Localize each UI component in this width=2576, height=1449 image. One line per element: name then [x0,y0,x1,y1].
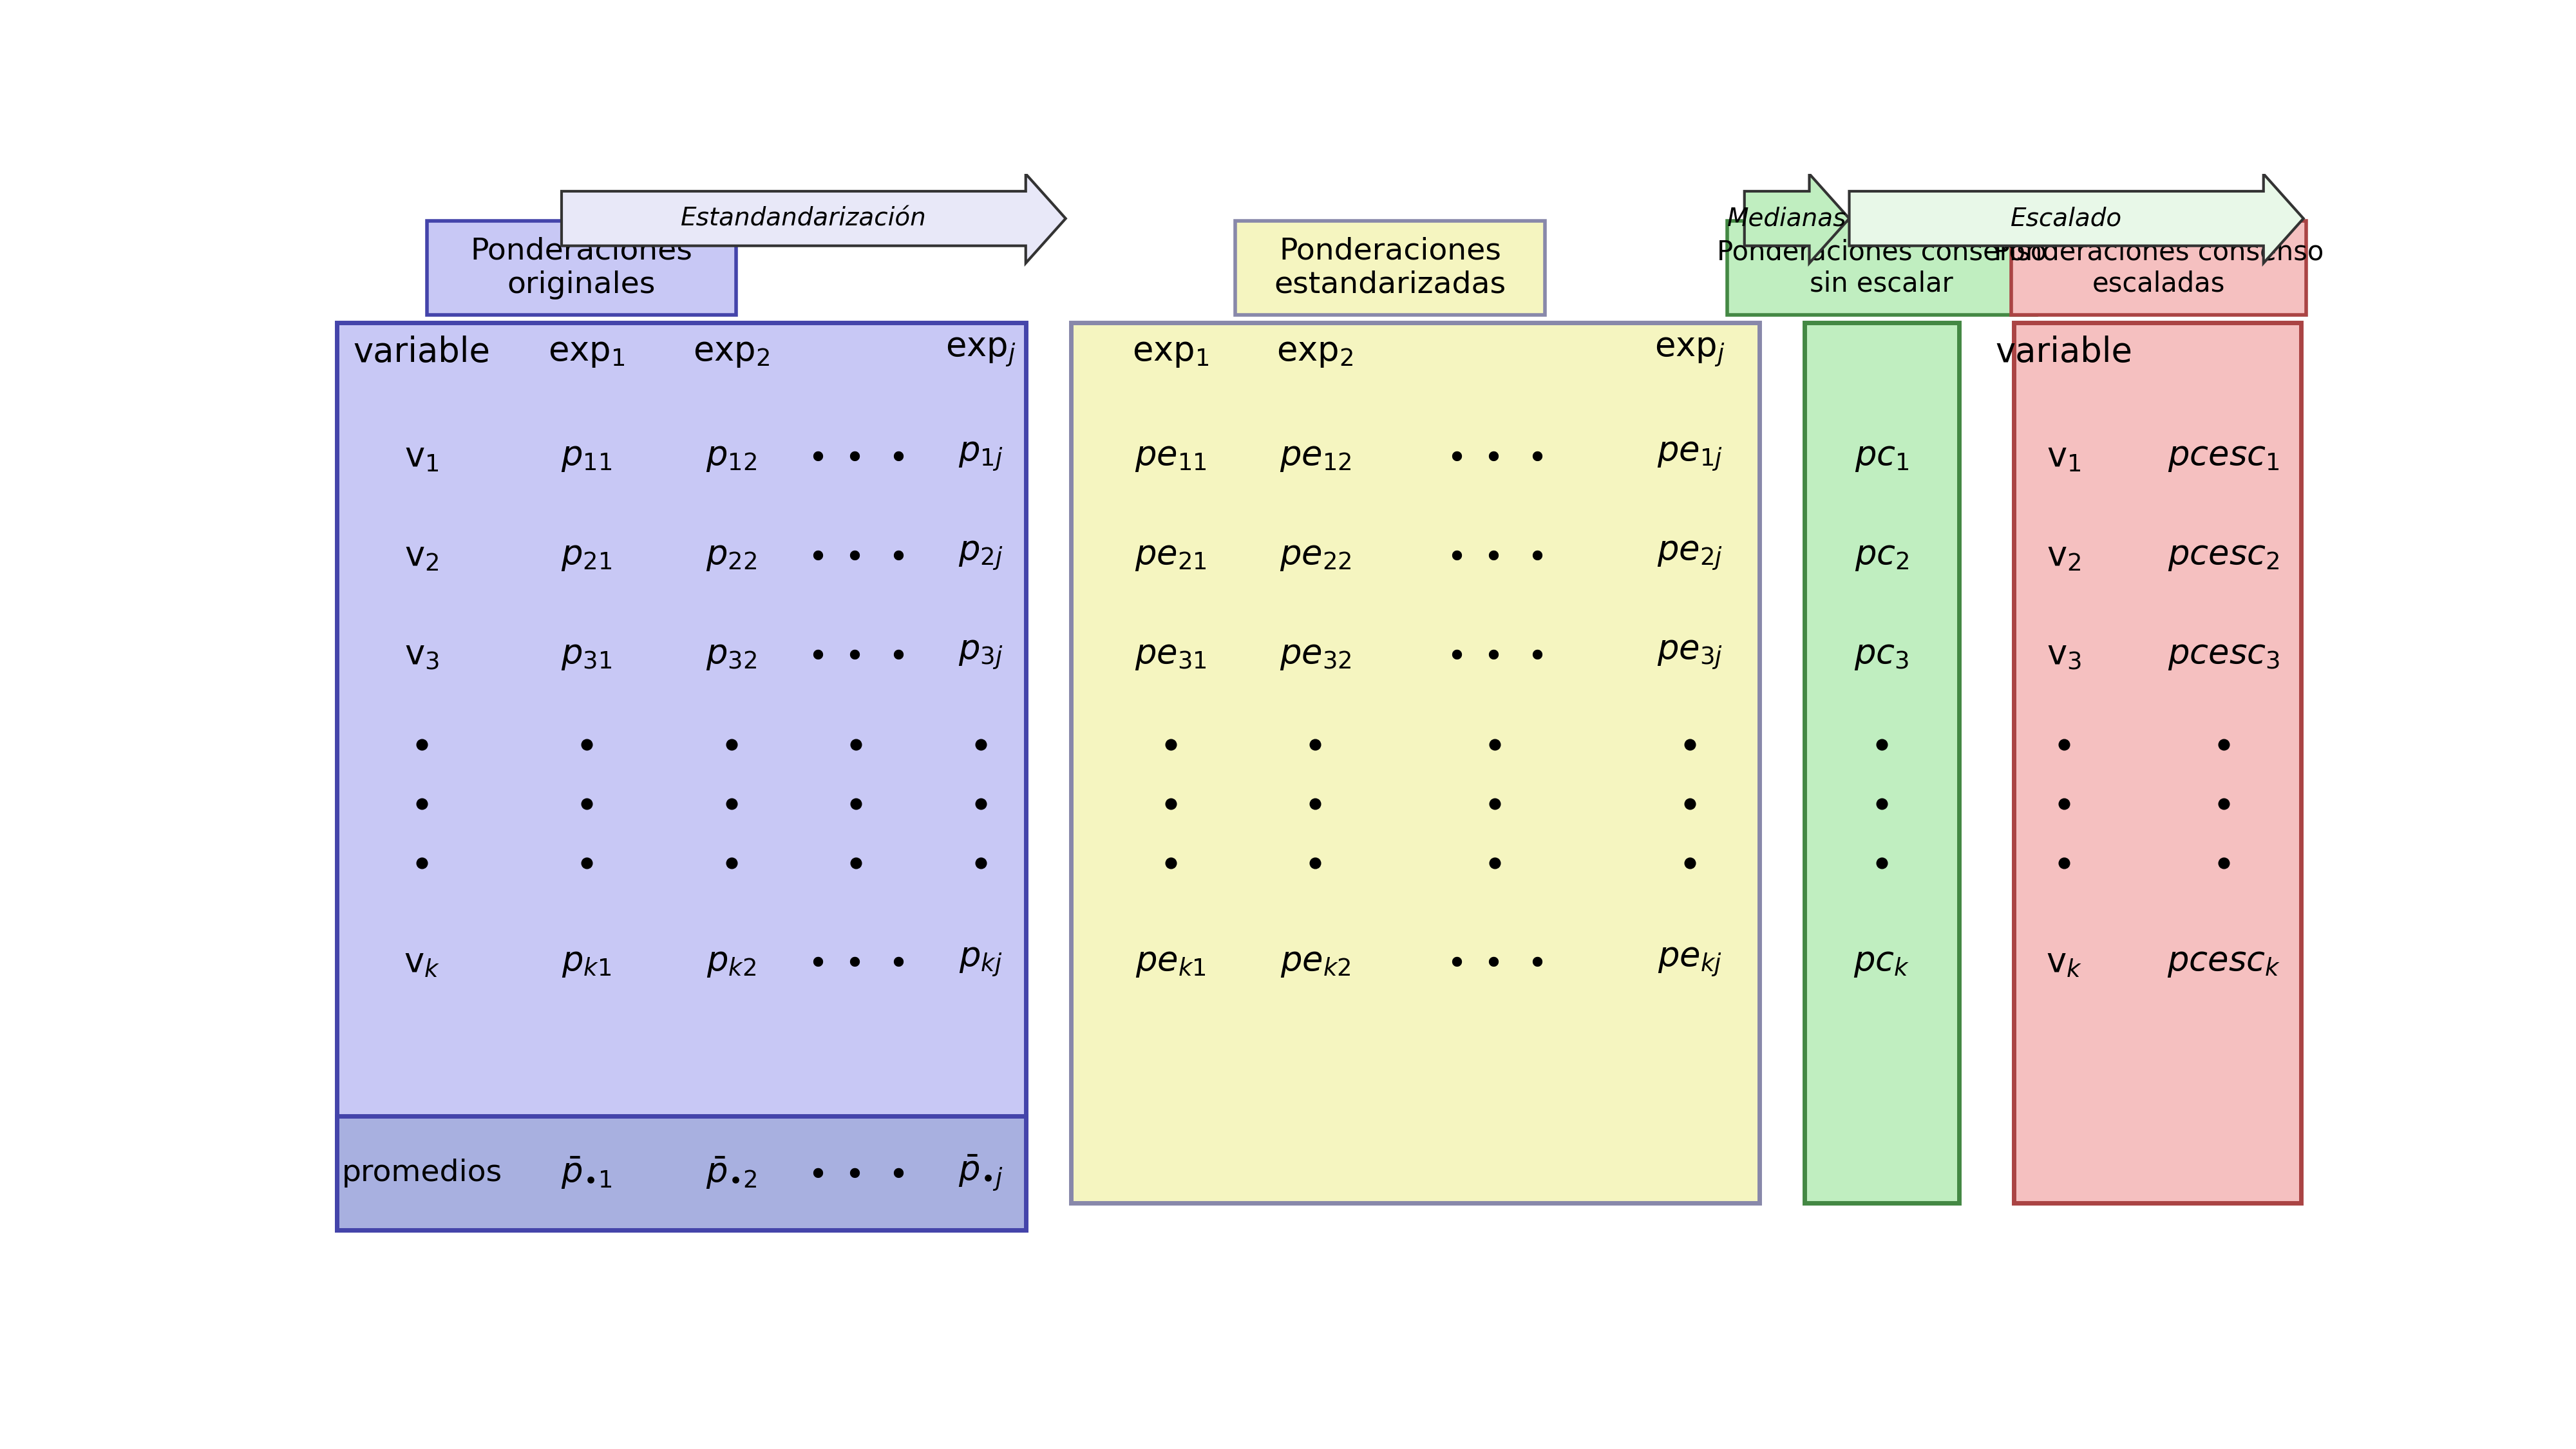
Text: variable: variable [353,336,489,369]
Text: $p_{31}$: $p_{31}$ [562,638,613,672]
Text: $pe_{31}$: $pe_{31}$ [1133,638,1206,672]
Text: $\bullet\;\bullet\;\bullet$: $\bullet\;\bullet\;\bullet$ [1445,539,1543,572]
Text: Escalado: Escalado [2012,206,2123,230]
Text: $p_{12}$: $p_{12}$ [706,440,757,474]
Text: $\bullet\;\bullet\;\bullet$: $\bullet\;\bullet\;\bullet$ [1445,946,1543,980]
Text: $\bullet\;\bullet\;\bullet$: $\bullet\;\bullet\;\bullet$ [1445,440,1543,474]
Polygon shape [1850,174,2303,264]
Text: Medianas: Medianas [1726,206,1847,230]
Text: $p_{21}$: $p_{21}$ [562,539,613,572]
FancyBboxPatch shape [2014,323,2300,1203]
Text: $pe_{11}$: $pe_{11}$ [1133,440,1206,474]
Polygon shape [562,174,1066,264]
Text: $\mathrm{exp}_1$: $\mathrm{exp}_1$ [1131,336,1208,369]
Text: $\mathrm{exp}_j$: $\mathrm{exp}_j$ [1654,336,1726,369]
Text: $\mathrm{exp}_2$: $\mathrm{exp}_2$ [1278,336,1355,369]
Text: $\mathrm{v}_k$: $\mathrm{v}_k$ [404,946,440,980]
Text: $\bar{p}_{\bullet 2}$: $\bar{p}_{\bullet 2}$ [706,1155,757,1191]
Text: $\mathrm{exp}_j$: $\mathrm{exp}_j$ [945,336,1015,369]
FancyBboxPatch shape [2012,222,2306,316]
FancyBboxPatch shape [428,222,737,316]
Text: Ponderaciones
estandarizadas: Ponderaciones estandarizadas [1275,236,1507,300]
FancyBboxPatch shape [1072,323,1759,1203]
Text: $\mathrm{v}_2$: $\mathrm{v}_2$ [2045,539,2081,572]
Text: $\bar{p}_{\bullet 1}$: $\bar{p}_{\bullet 1}$ [562,1155,613,1191]
Text: $pe_{1j}$: $pe_{1j}$ [1656,440,1723,474]
Text: $\mathrm{v}_2$: $\mathrm{v}_2$ [404,539,438,572]
Text: $pe_{32}$: $pe_{32}$ [1280,638,1350,672]
Text: $pe_{12}$: $pe_{12}$ [1280,440,1350,474]
FancyBboxPatch shape [1726,222,2038,316]
Text: Ponderaciones
originales: Ponderaciones originales [471,236,693,300]
Text: $\bullet\;\bullet\;\bullet$: $\bullet\;\bullet\;\bullet$ [806,946,904,980]
Text: $\mathrm{exp}_2$: $\mathrm{exp}_2$ [693,336,770,369]
FancyBboxPatch shape [1236,222,1546,316]
Text: $\bar{p}_{\bullet j}$: $\bar{p}_{\bullet j}$ [958,1153,1002,1193]
Text: $pc_3$: $pc_3$ [1855,638,1909,672]
Text: variable: variable [1996,336,2133,369]
Text: $pe_{k2}$: $pe_{k2}$ [1280,946,1350,980]
Text: $pcesc_k$: $pcesc_k$ [2166,946,2280,980]
Text: $p_{k2}$: $p_{k2}$ [706,946,755,980]
Text: $p_{kj}$: $p_{kj}$ [958,946,1002,980]
Text: $\mathrm{v}_1$: $\mathrm{v}_1$ [404,440,438,474]
Text: $p_{k1}$: $p_{k1}$ [562,946,611,980]
Text: $\mathrm{v}_k$: $\mathrm{v}_k$ [2045,946,2081,980]
Text: $\mathrm{v}_3$: $\mathrm{v}_3$ [2045,638,2081,672]
Text: $\mathrm{v}_3$: $\mathrm{v}_3$ [404,638,440,672]
FancyBboxPatch shape [337,1116,1025,1230]
Text: Ponderaciones consenso
sin escalar: Ponderaciones consenso sin escalar [1716,239,2045,297]
FancyBboxPatch shape [1803,323,1960,1203]
Text: $\bullet\;\bullet\;\bullet$: $\bullet\;\bullet\;\bullet$ [806,638,904,672]
Text: $pc_k$: $pc_k$ [1855,946,1909,980]
Text: $pcesc_1$: $pcesc_1$ [2166,440,2280,474]
Text: $p_{11}$: $p_{11}$ [562,440,613,474]
Text: $pc_1$: $pc_1$ [1855,440,1909,474]
Text: $p_{2j}$: $p_{2j}$ [958,539,1002,572]
Text: $pe_{kj}$: $pe_{kj}$ [1656,946,1721,980]
Text: Estandandarización: Estandandarización [680,206,927,230]
Text: $pe_{21}$: $pe_{21}$ [1133,539,1206,572]
Text: $pcesc_3$: $pcesc_3$ [2166,638,2280,672]
FancyBboxPatch shape [337,323,1025,1230]
Text: $pe_{2j}$: $pe_{2j}$ [1656,539,1723,572]
Text: $pe_{3j}$: $pe_{3j}$ [1656,638,1723,672]
Text: $\mathrm{exp}_1$: $\mathrm{exp}_1$ [549,336,626,369]
Text: $p_{1j}$: $p_{1j}$ [958,440,1002,474]
Text: $pe_{k1}$: $pe_{k1}$ [1136,946,1206,980]
Text: $p_{32}$: $p_{32}$ [706,638,757,672]
Text: promedios: promedios [343,1159,502,1188]
Text: $\bullet\;\bullet\;\bullet$: $\bullet\;\bullet\;\bullet$ [806,539,904,572]
Text: Ponderaciones consenso
escaladas: Ponderaciones consenso escaladas [1994,239,2324,297]
Text: $\bullet\;\bullet\;\bullet$: $\bullet\;\bullet\;\bullet$ [806,440,904,474]
Text: $pcesc_2$: $pcesc_2$ [2169,539,2280,572]
Text: $p_{22}$: $p_{22}$ [706,539,757,572]
Text: $\bullet\;\bullet\;\bullet$: $\bullet\;\bullet\;\bullet$ [1445,638,1543,672]
Text: $pc_2$: $pc_2$ [1855,539,1909,572]
Text: $\bullet\;\bullet\;\bullet$: $\bullet\;\bullet\;\bullet$ [806,1156,904,1190]
Text: $pe_{22}$: $pe_{22}$ [1280,539,1350,572]
Polygon shape [1744,174,1850,264]
Text: $\mathrm{v}_1$: $\mathrm{v}_1$ [2045,440,2081,474]
Text: $p_{3j}$: $p_{3j}$ [958,638,1002,672]
